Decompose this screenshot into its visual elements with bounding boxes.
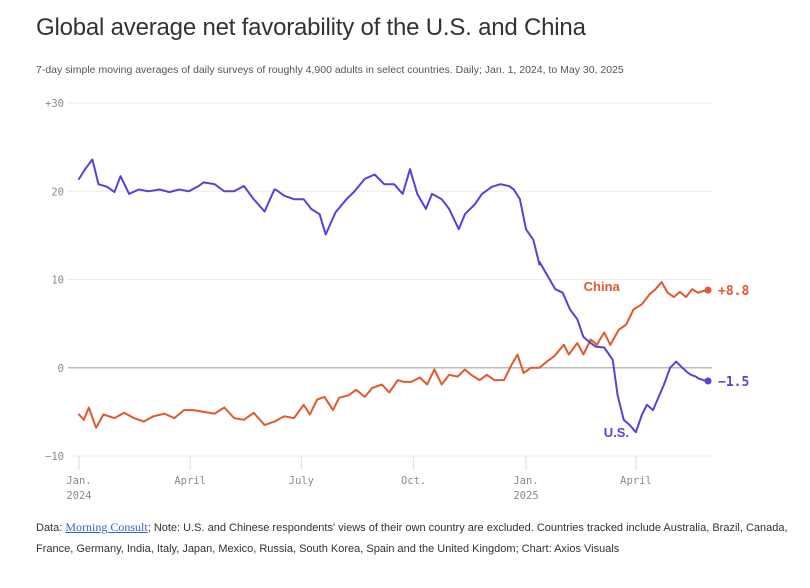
x-tick-label: April (174, 475, 206, 487)
x-tick-label: July (289, 475, 314, 487)
series-line-us (78, 158, 709, 434)
y-tick-label: +30 (45, 98, 64, 110)
footer-note: ; Note: U.S. and Chinese respondents' vi… (36, 522, 788, 555)
series-line-china (78, 281, 709, 429)
y-tick-label: 0 (58, 363, 64, 375)
series-lines (78, 158, 712, 434)
end-value-label-china: +8.8 (718, 284, 749, 299)
x-tick-label: Jan. (66, 475, 91, 487)
x-tick-label: April (620, 475, 652, 487)
chart-subtitle: 7-day simple moving averages of daily su… (36, 64, 624, 76)
chart-title: Global average net favorability of the U… (36, 14, 586, 41)
end-value-label-us: −1.5 (718, 375, 749, 390)
footer-data-prefix: Data: (36, 522, 66, 534)
chart-footer: Data: Morning Consult; Note: U.S. and Ch… (36, 517, 796, 560)
source-link[interactable]: Morning Consult (65, 520, 148, 534)
series-name-us: U.S. (604, 425, 629, 440)
y-tick-label: 20 (51, 186, 64, 198)
y-axis: +30 20 10 0 −10 (45, 98, 64, 463)
x-tick-label: Oct. (401, 475, 426, 487)
x-tick-sublabel: 2024 (66, 490, 91, 502)
end-point-us (704, 377, 712, 385)
x-axis: Jan. 2024 April July Oct. Jan. 2025 April (66, 456, 652, 502)
end-point-china (704, 286, 712, 294)
x-tick-label: Jan. (513, 475, 538, 487)
series-name-china: China (584, 279, 621, 294)
y-tick-label: 10 (51, 275, 64, 287)
x-tick-sublabel: 2025 (513, 490, 538, 502)
series-labels: +8.8 −1.5 China U.S. (584, 279, 750, 440)
y-tick-label: −10 (45, 451, 64, 463)
line-chart: +30 20 10 0 −10 Jan. 2024 April July Oct. Jan. 202… (45, 98, 750, 502)
